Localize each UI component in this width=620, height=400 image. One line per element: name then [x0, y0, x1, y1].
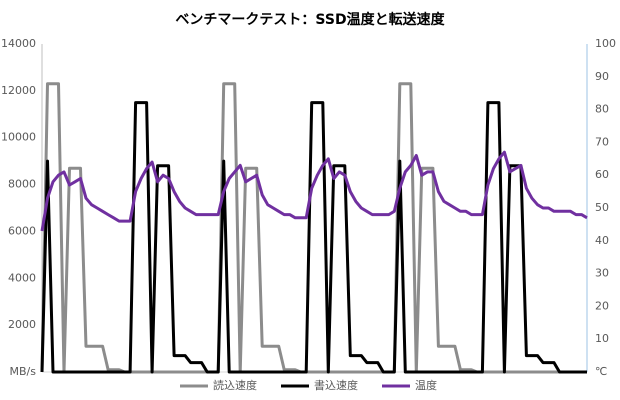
y2-tick-label: 80	[595, 103, 609, 116]
y2-tick-label: 100	[595, 37, 616, 50]
y2-tick-label: ℃	[595, 365, 607, 378]
y-tick-label: 4000	[8, 271, 36, 284]
y2-tick-label: 40	[595, 234, 609, 247]
y-tick-label: MB/s	[10, 365, 37, 378]
y2-tick-label: 10	[595, 332, 609, 345]
y-tick-label: 14000	[1, 37, 36, 50]
y2-tick-label: 70	[595, 135, 609, 148]
y-tick-label: 6000	[8, 224, 36, 237]
y2-tick-label: 90	[595, 70, 609, 83]
legend-label: 書込速度	[314, 378, 358, 392]
series-line	[40, 82, 587, 374]
y2-tick-label: 20	[595, 299, 609, 312]
series-line	[40, 101, 587, 374]
y2-tick-label: 60	[595, 168, 609, 181]
y2-tick-label: 30	[595, 267, 609, 280]
chart-title: ベンチマークテスト：SSD温度と転送速度	[175, 11, 445, 28]
y-tick-label: 10000	[1, 131, 36, 144]
y-tick-label: 12000	[1, 84, 36, 97]
y2-tick-label: 50	[595, 201, 609, 214]
legend-label: 読込速度	[213, 378, 257, 392]
series-line	[40, 150, 588, 232]
y-tick-label: 8000	[8, 178, 36, 191]
legend-label: 温度	[415, 378, 437, 392]
y-tick-label: 2000	[8, 318, 36, 331]
